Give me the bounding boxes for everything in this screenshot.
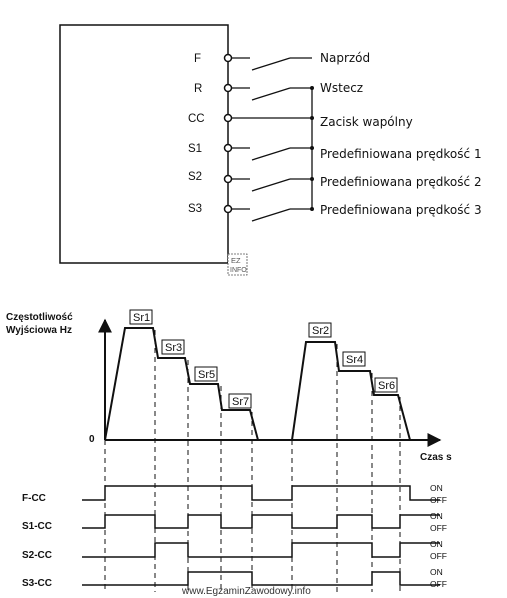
svg-text:Sr1: Sr1 bbox=[133, 312, 150, 324]
signal-off-s1-cc: OFF bbox=[430, 523, 447, 533]
terminal-desc-R: Wstecz bbox=[320, 81, 363, 95]
speed-box-sr3: Sr3 bbox=[161, 339, 185, 355]
terminal-label-R: R bbox=[194, 83, 202, 95]
terminal-label-F: F bbox=[194, 53, 201, 65]
signal-on-s1-cc: ON bbox=[430, 511, 443, 521]
signal-label-s2-cc: S2-CC bbox=[22, 550, 52, 561]
signal-row-s1-cc: S1-CC ON OFF bbox=[22, 511, 447, 533]
signal-row-f-cc: F-CC ON OFF bbox=[22, 483, 447, 505]
speed-box-sr1: Sr1 bbox=[129, 309, 153, 325]
svg-text:Sr3: Sr3 bbox=[165, 342, 182, 354]
signal-row-s2-cc: S2-CC ON OFF bbox=[22, 539, 447, 561]
terminal-label-S2: S2 bbox=[188, 171, 202, 183]
svg-text:Sr5: Sr5 bbox=[198, 369, 215, 381]
terminal-S2: S2 Predefiniowana prędkość 2 bbox=[188, 171, 482, 192]
guide-lines bbox=[104, 330, 401, 592]
speed-box-sr4: Sr4 bbox=[342, 351, 366, 367]
frequency-graph: Częstotliwość Wyjściowa Hz 0 Czas s Sr1 bbox=[6, 309, 452, 592]
signal-label-f-cc: F-CC bbox=[22, 493, 46, 504]
terminal-S3: S3 Predefiniowana prędkość 3 bbox=[188, 203, 482, 222]
terminal-S1: S1 Predefiniowana prędkość 1 bbox=[188, 143, 482, 161]
terminal-desc-S1: Predefiniowana prędkość 1 bbox=[320, 147, 482, 161]
signal-label-s3-cc: S3-CC bbox=[22, 578, 52, 589]
signal-on-f-cc: ON bbox=[430, 483, 443, 493]
speed-box-sr7: Sr7 bbox=[228, 393, 252, 409]
signal-timing: F-CC ON OFF S1-CC ON OFF S2-CC ON OFF S3… bbox=[22, 483, 447, 589]
terminal-label-CC: CC bbox=[188, 113, 205, 125]
speed-box-sr5: Sr5 bbox=[194, 366, 218, 382]
signal-on-s3-cc: ON bbox=[430, 567, 443, 577]
signal-off-s2-cc: OFF bbox=[430, 551, 447, 561]
speed-box-sr2: Sr2 bbox=[308, 322, 332, 338]
graph-xlabel: Czas s bbox=[420, 452, 452, 463]
ez-info-logo: EZ INFO bbox=[227, 253, 248, 276]
svg-text:Sr2: Sr2 bbox=[312, 325, 329, 337]
graph-ylabel-line1: Częstotliwość bbox=[6, 312, 73, 323]
svg-text:Sr7: Sr7 bbox=[232, 396, 249, 408]
signal-off-f-cc: OFF bbox=[430, 495, 447, 505]
terminal-label-S3: S3 bbox=[188, 203, 202, 215]
logo-text: EZ bbox=[231, 256, 241, 265]
svg-text:Sr6: Sr6 bbox=[378, 380, 395, 392]
terminal-F: F Naprzód bbox=[194, 51, 370, 71]
terminal-desc-S3: Predefiniowana prędkość 3 bbox=[320, 203, 482, 217]
speed-profile bbox=[104, 327, 411, 441]
terminal-desc-F: Naprzód bbox=[320, 51, 370, 65]
terminal-CC: CC Zacisk wapólny bbox=[188, 113, 413, 129]
speed-box-sr6: Sr6 bbox=[374, 377, 398, 393]
watermark: www.EgzaminZawodowy.info bbox=[181, 586, 311, 597]
terminal-label-S1: S1 bbox=[188, 143, 202, 155]
graph-ylabel-line2: Wyjściowa Hz bbox=[6, 325, 72, 336]
terminal-desc-CC: Zacisk wapólny bbox=[320, 115, 413, 129]
signal-row-s3-cc: S3-CC ON OFF bbox=[22, 567, 447, 589]
signal-label-s1-cc: S1-CC bbox=[22, 521, 52, 532]
terminal-desc-S2: Predefiniowana prędkość 2 bbox=[320, 175, 482, 189]
svg-text:INFO: INFO bbox=[230, 267, 247, 274]
graph-origin-label: 0 bbox=[89, 434, 95, 445]
signal-on-s2-cc: ON bbox=[430, 539, 443, 549]
inverter-block bbox=[59, 24, 229, 264]
terminal-R: R Wstecz bbox=[194, 81, 363, 101]
svg-text:Sr4: Sr4 bbox=[346, 354, 363, 366]
signal-off-s3-cc: OFF bbox=[430, 579, 447, 589]
